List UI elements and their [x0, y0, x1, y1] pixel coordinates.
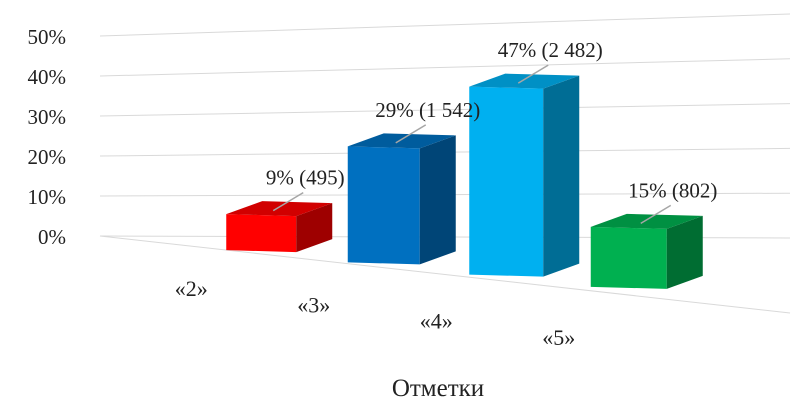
data-label: 29% (1 542)	[375, 98, 480, 122]
label-leader-lines	[272, 64, 672, 225]
data-label: 15% (802)	[628, 178, 717, 202]
y-axis-ticks: 0% 10% 20% 30% 40% 50%	[28, 25, 67, 249]
category-label: «3»	[297, 292, 330, 317]
bar-front	[590, 226, 667, 289]
bar-side	[543, 75, 580, 277]
y-tick-label: 50%	[28, 25, 67, 49]
bar-front	[347, 146, 420, 265]
label-leader	[272, 191, 304, 212]
bars	[226, 73, 703, 289]
label-leader	[640, 204, 672, 225]
y-tick-label: 10%	[28, 185, 67, 209]
bar-front	[469, 86, 544, 277]
gridline	[99, 58, 791, 77]
x-axis-title: Отметки	[392, 375, 484, 402]
y-tick-label: 30%	[28, 105, 67, 129]
category-label: «5»	[542, 325, 575, 350]
data-label: 47% (2 482)	[498, 38, 603, 62]
bar-top	[226, 201, 333, 217]
bar-top	[469, 73, 580, 89]
bar-top	[347, 133, 456, 149]
floor-line	[99, 235, 791, 314]
bar-side	[666, 215, 703, 289]
bar-side	[419, 135, 456, 265]
label-leader	[517, 64, 549, 84]
gridline	[99, 103, 791, 117]
data-labels: 9% (495) 29% (1 542) 47% (2 482) 15% (802)	[266, 38, 717, 202]
category-label: «2»	[175, 276, 208, 301]
label-leader	[395, 124, 427, 144]
y-tick-label: 40%	[28, 65, 67, 89]
gridline	[99, 13, 791, 37]
data-label: 9% (495)	[266, 166, 345, 190]
gridlines	[99, 13, 791, 314]
category-label: «4»	[420, 309, 453, 334]
bar-front	[226, 214, 297, 253]
x-axis-categories: «2» «3» «4» «5»	[175, 276, 576, 350]
y-tick-label: 0%	[38, 225, 66, 249]
y-tick-label: 20%	[28, 145, 67, 169]
bar-top	[590, 213, 703, 229]
bar-side	[296, 203, 333, 253]
